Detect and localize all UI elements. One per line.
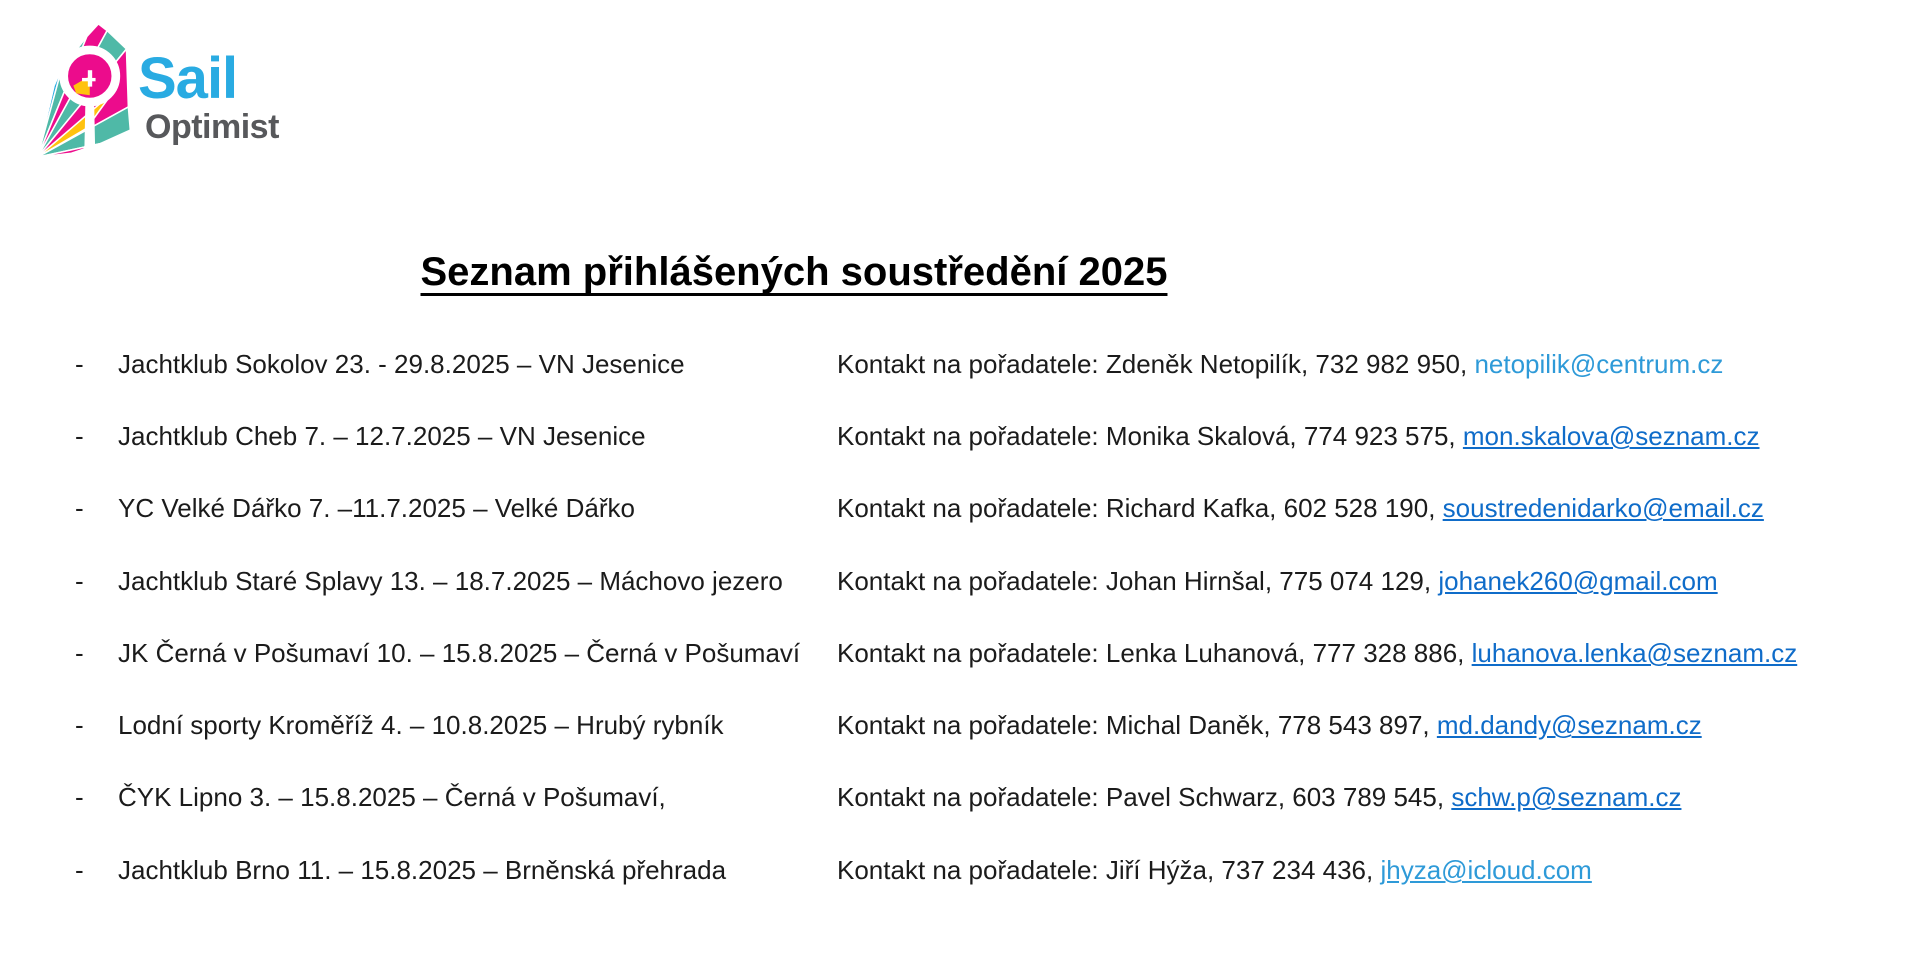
list-bullet: - xyxy=(75,349,84,379)
email-link[interactable]: johanek260@gmail.com xyxy=(1438,566,1718,596)
event-text: Jachtklub Staré Splavy 13. – 18.7.2025 –… xyxy=(118,566,783,596)
email-link[interactable]: luhanova.lenka@seznam.cz xyxy=(1471,638,1798,668)
email-link[interactable]: netopilik@centrum.cz xyxy=(1474,349,1724,379)
list-bullet: - xyxy=(75,782,84,812)
list-item: - Lodní sporty Kroměříž 4. – 10.8.2025 – … xyxy=(75,710,1702,741)
contact-text: Kontakt na pořadatele: Richard Kafka, 60… xyxy=(837,493,1443,523)
list-item: - Jachtklub Brno 11. – 15.8.2025 – Brněns… xyxy=(75,855,1592,886)
contact-text: Kontakt na pořadatele: Monika Skalová, 7… xyxy=(837,421,1463,451)
title-container: Seznam přihlášených soustředění 2025 xyxy=(0,250,1588,295)
logo-text-sail: Sail xyxy=(138,46,238,111)
page-title: Seznam přihlášených soustředění 2025 xyxy=(420,250,1168,294)
email-link[interactable]: jhyza@icloud.com xyxy=(1380,855,1592,885)
list-item: - ČYK Lipno 3. – 15.8.2025 – Černá v Pošu… xyxy=(75,782,1682,813)
email-link[interactable]: schw.p@seznam.cz xyxy=(1451,782,1682,812)
sail-logo-icon xyxy=(36,23,132,158)
contact-text: Kontakt na pořadatele: Jiří Hýža, 737 23… xyxy=(837,855,1381,885)
list-bullet: - xyxy=(75,710,84,740)
list-item: - Jachtklub Sokolov 23. - 29.8.2025 – VN … xyxy=(75,349,1724,380)
contact-text: Kontakt na pořadatele: Pavel Schwarz, 60… xyxy=(837,782,1452,812)
list-bullet: - xyxy=(75,566,84,596)
logo-text-optimist: Optimist xyxy=(145,108,279,146)
event-text: YC Velké Dářko 7. –11.7.2025 – Velké Dář… xyxy=(118,493,635,523)
event-text: Jachtklub Cheb 7. – 12.7.2025 – VN Jesen… xyxy=(118,421,646,451)
contact-text: Kontakt na pořadatele: Michal Daněk, 778… xyxy=(837,710,1437,740)
list-item: - Jachtklub Staré Splavy 13. – 18.7.2025 … xyxy=(75,566,1718,597)
contact-text: Kontakt na pořadatele: Lenka Luhanová, 7… xyxy=(837,638,1472,668)
list-bullet: - xyxy=(75,421,84,451)
contact-text: Kontakt na pořadatele: Zdeněk Netopilík,… xyxy=(837,349,1475,379)
contact-text: Kontakt na pořadatele: Johan Hirnšal, 77… xyxy=(837,566,1439,596)
list-bullet: - xyxy=(75,638,84,668)
event-text: Jachtklub Brno 11. – 15.8.2025 – Brněnsk… xyxy=(118,855,727,885)
list-item: - YC Velké Dářko 7. –11.7.2025 – Velké Dá… xyxy=(75,493,1764,524)
event-text: Lodní sporty Kroměříž 4. – 10.8.2025 – H… xyxy=(118,710,724,740)
list-item: - JK Černá v Pošumaví 10. – 15.8.2025 – Č… xyxy=(75,638,1798,669)
event-text: ČYK Lipno 3. – 15.8.2025 – Černá v Pošum… xyxy=(118,782,666,812)
event-text: JK Černá v Pošumaví 10. – 15.8.2025 – Če… xyxy=(118,638,801,668)
email-link[interactable]: mon.skalova@seznam.cz xyxy=(1462,421,1760,451)
email-link[interactable]: soustredenidarko@email.cz xyxy=(1442,493,1764,523)
event-text: Jachtklub Sokolov 23. - 29.8.2025 – VN J… xyxy=(118,349,685,379)
sail-optimist-logo: Sail Optimist xyxy=(0,0,320,170)
list-bullet: - xyxy=(75,493,84,523)
list-bullet: - xyxy=(75,855,84,885)
email-link[interactable]: md.dandy@seznam.cz xyxy=(1436,710,1702,740)
list-item: - Jachtklub Cheb 7. – 12.7.2025 – VN Jese… xyxy=(75,421,1760,452)
